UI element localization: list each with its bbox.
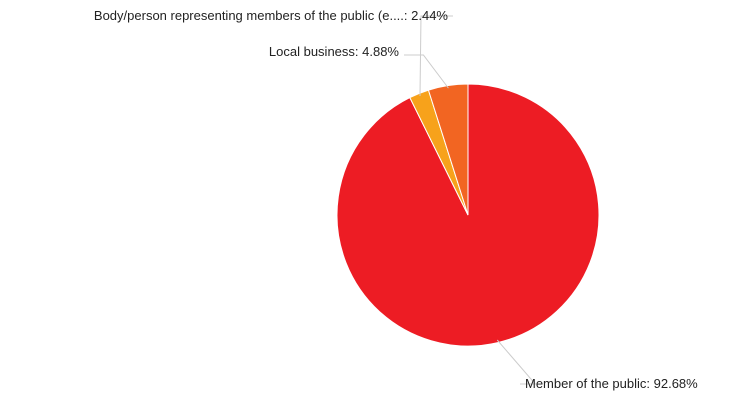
pie-slice-3: [427, 83, 469, 216]
leader-line-1: [496, 339, 537, 385]
leader-lines-layer: [404, 15, 537, 385]
slice-label-2: Body/person representing members of the …: [94, 8, 449, 23]
slices-layer: [336, 83, 600, 347]
slice-label-3: Local business: 4.88%: [269, 44, 400, 59]
leader-line-2: [419, 15, 453, 96]
labels-layer: Member of the public: 92.68% Body/person …: [94, 8, 698, 391]
slice-label-1: Member of the public: 92.68%: [525, 376, 698, 391]
leader-line-3: [404, 54, 449, 89]
